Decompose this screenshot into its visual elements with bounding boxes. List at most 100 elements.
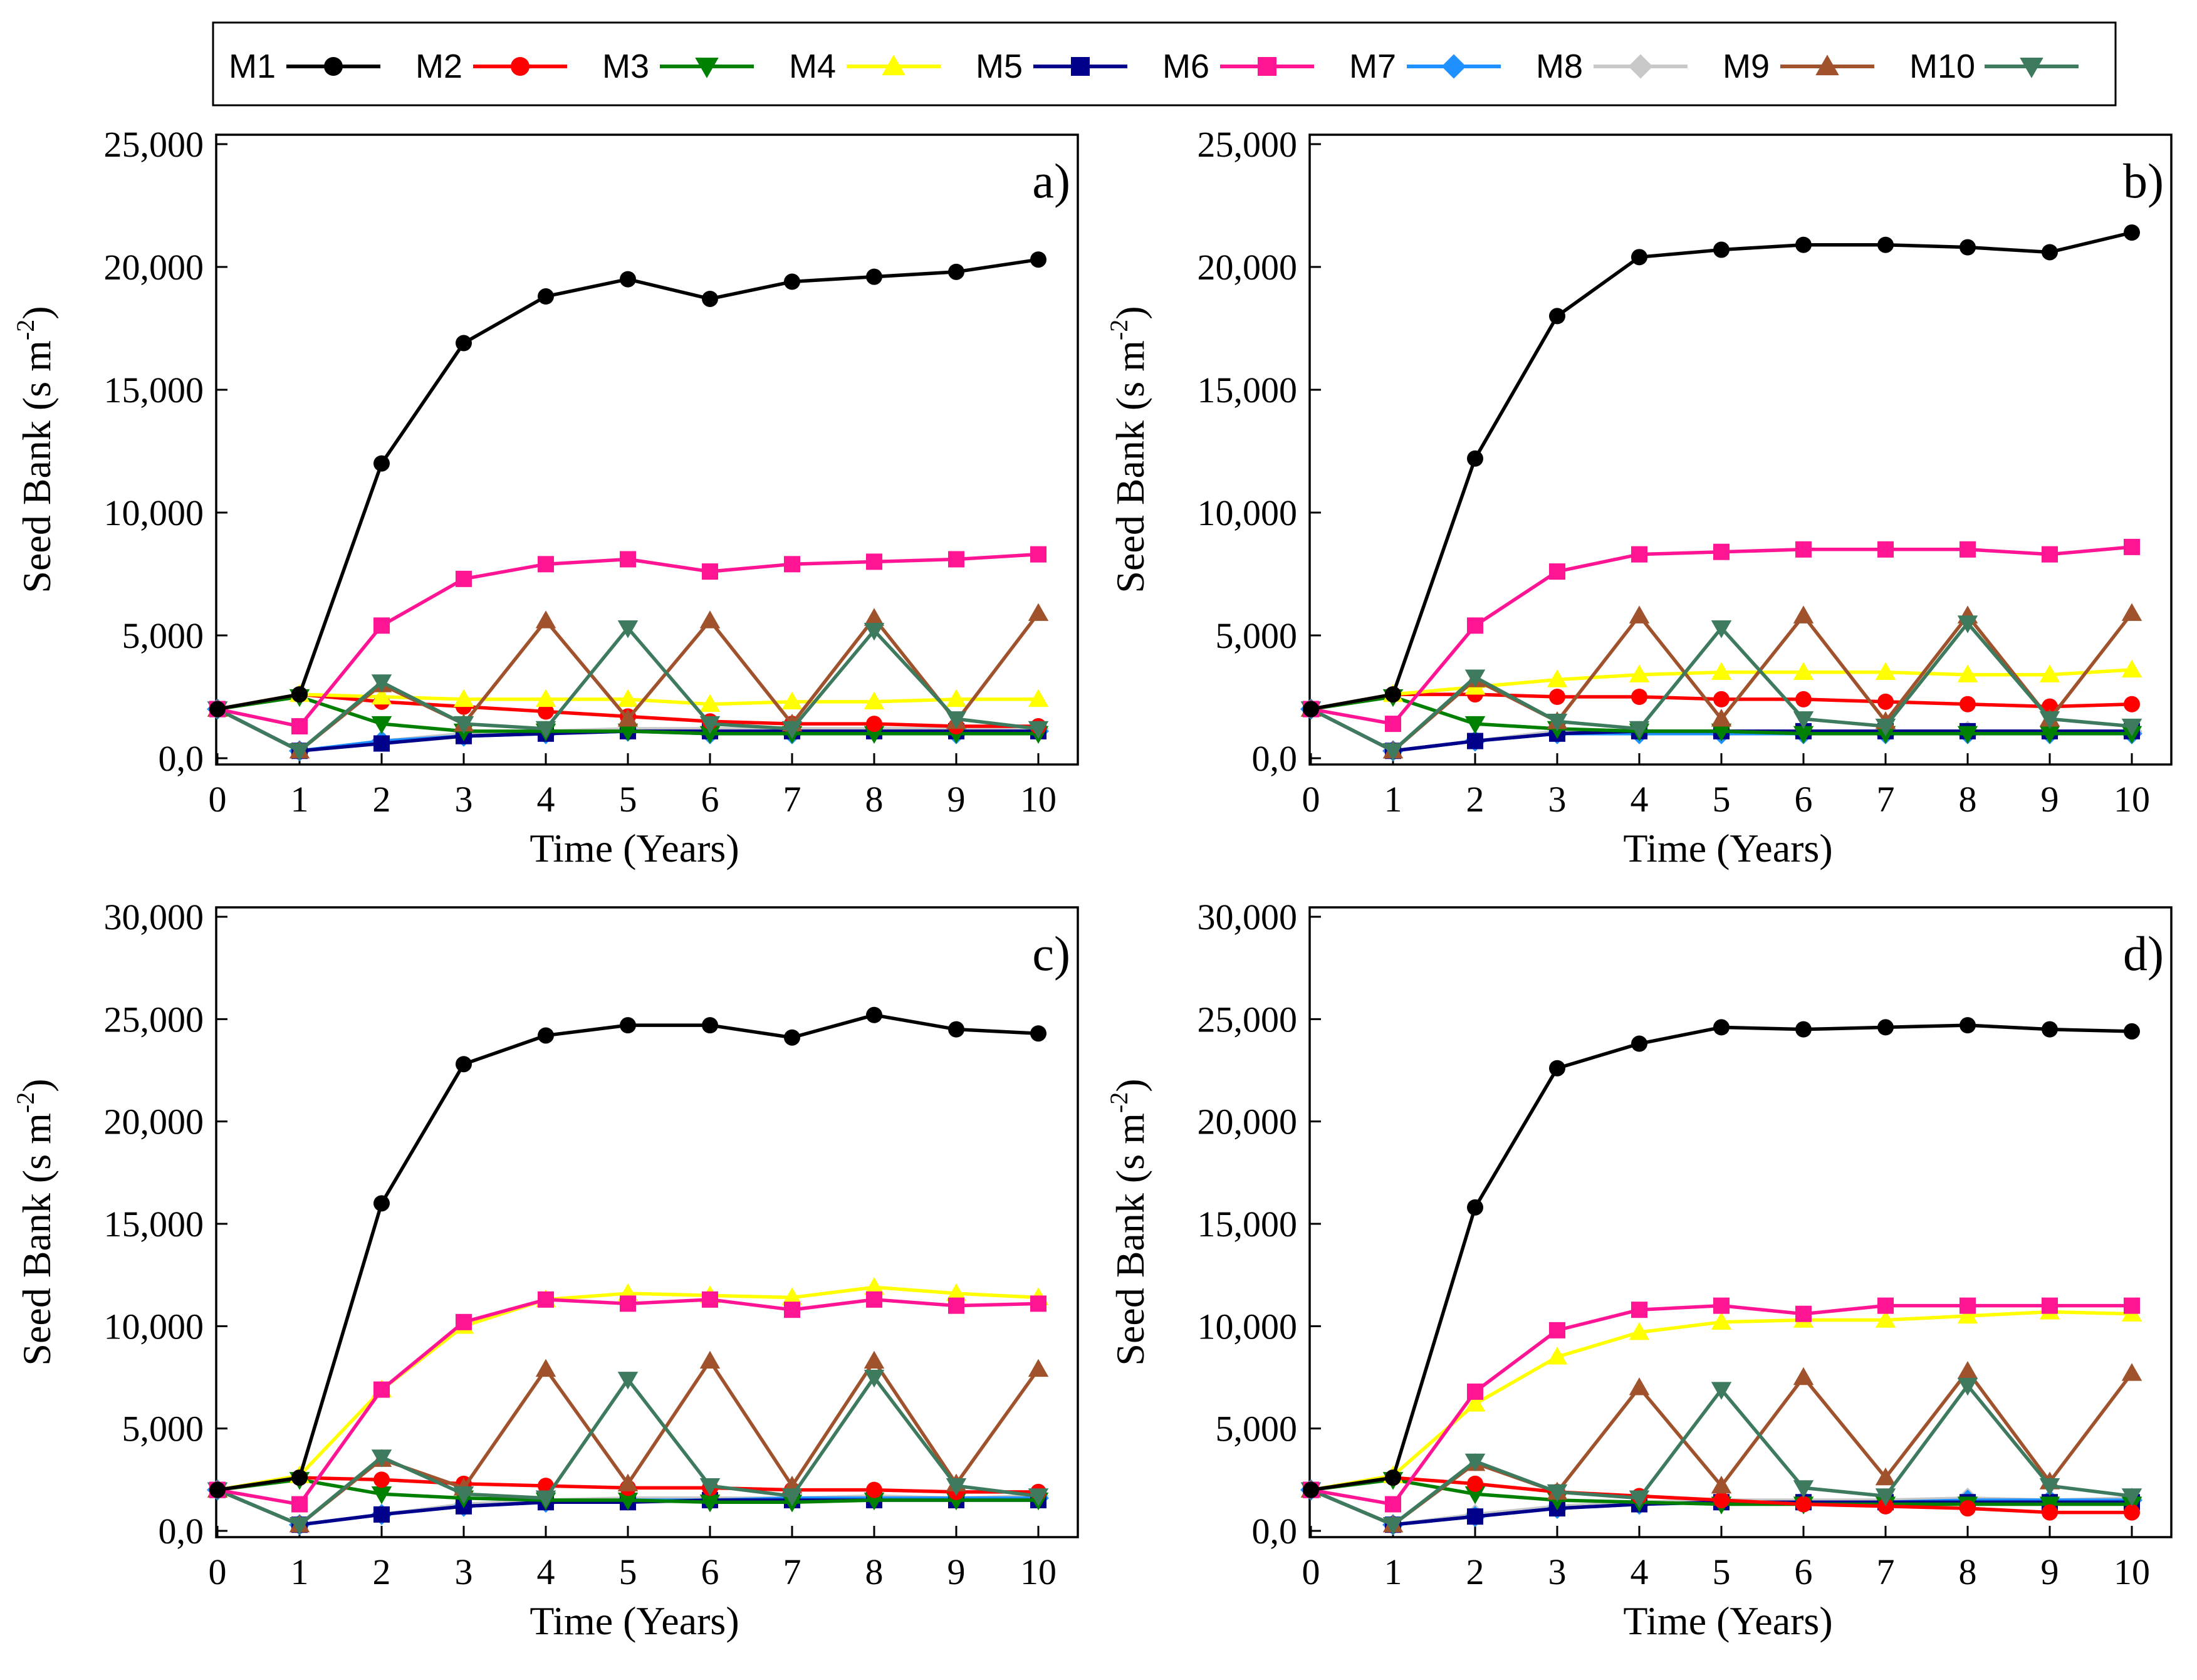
data-point <box>1877 1019 1894 1036</box>
data-point <box>1957 1360 1978 1379</box>
data-point <box>1957 664 1978 682</box>
data-point <box>1631 546 1647 563</box>
data-point <box>781 721 803 739</box>
legend-marker <box>324 57 343 76</box>
data-point <box>2042 1504 2058 1521</box>
x-tick-label: 7 <box>1877 779 1895 820</box>
data-point <box>866 1006 882 1023</box>
data-point <box>373 735 390 752</box>
data-point <box>538 556 554 573</box>
data-point <box>1875 1467 1896 1486</box>
x-tick-label: 3 <box>1548 779 1567 820</box>
x-tick-label: 4 <box>537 1552 555 1592</box>
y-tick-label: 20,000 <box>1198 1102 1298 1142</box>
data-point <box>1464 1453 1486 1472</box>
data-point <box>1549 1322 1565 1338</box>
data-point <box>699 726 721 744</box>
x-tick-label: 7 <box>783 779 801 820</box>
legend-label: M10 <box>1909 48 1975 85</box>
data-point <box>1875 1310 1896 1328</box>
data-point <box>1631 689 1647 705</box>
data-point <box>538 1027 554 1044</box>
data-point <box>456 570 472 587</box>
x-tick-label: 9 <box>947 779 966 820</box>
data-point <box>1875 718 1896 737</box>
legend-marker <box>1628 54 1653 79</box>
x-tick-label: 10 <box>1020 1552 1057 1592</box>
data-point <box>866 716 882 733</box>
data-point <box>1793 605 1814 623</box>
legend-label: M1 <box>229 48 276 85</box>
data-point <box>1711 620 1732 639</box>
data-point <box>1629 1377 1650 1396</box>
data-point <box>1303 701 1319 717</box>
data-point <box>2042 698 2058 715</box>
y-tick-label: 25,000 <box>104 124 204 165</box>
data-point <box>781 691 803 710</box>
data-point <box>2124 1023 2140 1040</box>
data-point <box>1875 1488 1896 1506</box>
data-point <box>1793 711 1814 729</box>
data-point <box>2121 603 2142 621</box>
data-point <box>1795 691 1812 707</box>
data-point <box>456 1056 472 1073</box>
series-line <box>217 1298 1039 1506</box>
data-point <box>702 1291 718 1308</box>
data-point <box>2039 726 2060 744</box>
y-tick-label: 20,000 <box>1198 247 1298 288</box>
data-point <box>2124 224 2140 241</box>
legend-label: M2 <box>415 48 462 85</box>
x-tick-label: 8 <box>1959 779 1977 820</box>
x-tick-label: 5 <box>619 779 637 820</box>
data-point <box>1467 1199 1483 1216</box>
data-point <box>946 711 967 729</box>
data-point <box>1467 450 1483 467</box>
y-axis-label-main: Seed Bank (s m <box>14 340 59 593</box>
data-point <box>535 610 556 629</box>
data-point <box>535 1359 556 1377</box>
panel-label: a) <box>1032 154 1070 208</box>
data-point <box>1713 1297 1730 1314</box>
data-point <box>1960 1017 1976 1034</box>
y-tick-label: 15,000 <box>1198 1204 1298 1244</box>
data-point <box>1028 689 1049 707</box>
x-tick-label: 5 <box>1713 779 1731 820</box>
data-point <box>617 689 639 707</box>
legend-marker <box>1815 55 1839 76</box>
data-point <box>1960 1297 1976 1314</box>
data-point <box>2039 664 2060 682</box>
chart-panel-a: 0,0 5,000 10,000 15,000 20,000 25,000 0 1 2 3 4 5 6 7… <box>11 124 1079 870</box>
data-point <box>617 1372 639 1390</box>
data-point <box>1549 308 1565 325</box>
series-m2 <box>209 251 1046 717</box>
data-point <box>1960 541 1976 558</box>
data-point <box>1629 605 1650 623</box>
data-point <box>620 551 636 568</box>
x-tick-label: 10 <box>2114 1552 2150 1592</box>
data-point <box>538 288 554 305</box>
data-point <box>699 694 721 712</box>
data-point <box>1711 709 1732 727</box>
series-m10b <box>1300 1377 2142 1535</box>
data-point <box>373 1506 390 1523</box>
x-tick-label: 6 <box>1795 1552 1813 1592</box>
y-axis-label-sup: -2 <box>1105 1092 1133 1113</box>
x-tick-label: 4 <box>537 779 555 820</box>
y-tick-label: 10,000 <box>1198 1306 1298 1347</box>
legend-marker <box>1071 57 1090 76</box>
legend-marker <box>2020 57 2043 78</box>
data-point <box>617 1492 639 1511</box>
data-point <box>866 553 882 570</box>
y-axis-label: Seed Bank (s m-2) <box>1105 1078 1152 1365</box>
y-tick-label: 20,000 <box>104 1102 204 1142</box>
plot-frame <box>1308 133 2173 766</box>
data-point <box>620 1017 636 1034</box>
chart-panel-b: 0,0 5,000 10,000 15,000 20,000 25,000 0 1 2 3 4 5 6 7… <box>1105 124 2173 870</box>
data-point <box>291 718 308 735</box>
data-point <box>946 689 967 707</box>
y-tick-label: 0,0 <box>159 1511 204 1552</box>
data-point <box>289 1517 310 1535</box>
x-tick-label: 5 <box>1713 1552 1731 1592</box>
data-point <box>1467 1475 1483 1492</box>
legend-label: M8 <box>1536 48 1583 85</box>
